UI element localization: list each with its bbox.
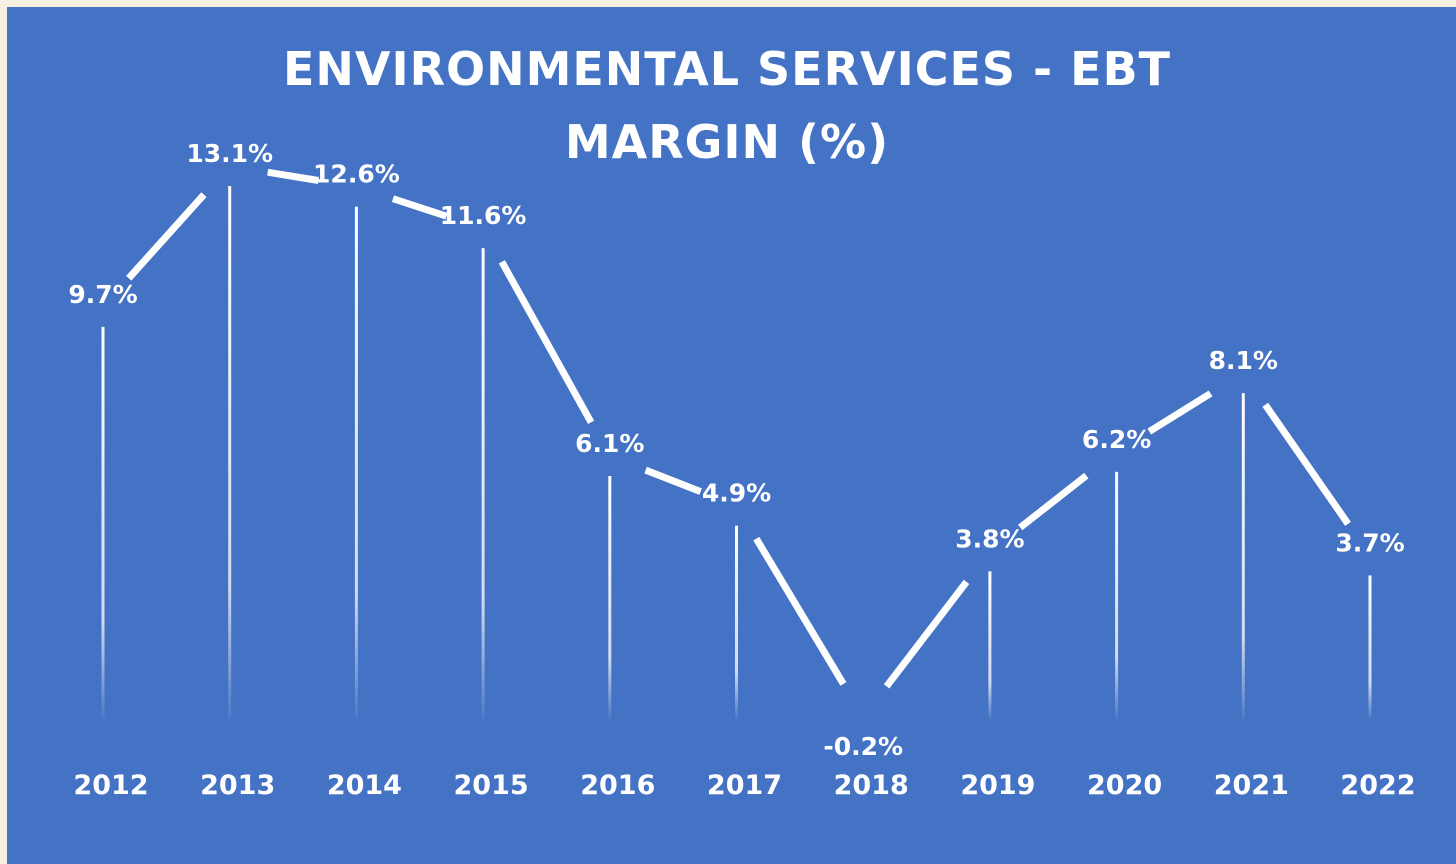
x-tick-label-2017: 2017 — [707, 770, 782, 801]
drop-lines — [101, 186, 1372, 719]
drop-line-2013 — [228, 186, 232, 719]
line-segment-2018-2019 — [883, 579, 970, 689]
drop-line-2019 — [988, 571, 992, 719]
drop-line-2015 — [481, 248, 485, 719]
data-label-2015: 11.6% — [440, 201, 527, 230]
data-label-2014: 12.6% — [313, 160, 400, 189]
drop-line-2022 — [1368, 575, 1372, 719]
x-axis-tick-labels: 2012 2013 2014 2015 2016 2017 2018 2019 2020 2021… — [73, 770, 1415, 801]
line-segment-2016-2017 — [644, 466, 702, 495]
x-tick-label-2021: 2021 — [1214, 770, 1289, 801]
x-tick-label-2018: 2018 — [834, 770, 909, 801]
x-tick-label-2012: 2012 — [73, 770, 148, 801]
data-label-2012: 9.7% — [68, 280, 137, 309]
x-tick-label-2014: 2014 — [327, 770, 402, 801]
data-label-2016: 6.1% — [575, 429, 644, 458]
data-labels: 9.7% 13.1% 12.6% 11.6% 6.1% 4.9% -0.2% 3.8% 6.2%… — [68, 139, 1404, 761]
x-tick-label-2013: 2013 — [200, 770, 275, 801]
drop-line-2021 — [1241, 393, 1245, 719]
x-tick-label-2019: 2019 — [960, 770, 1035, 801]
x-tick-label-2022: 2022 — [1340, 770, 1415, 801]
data-label-2020: 6.2% — [1082, 425, 1151, 454]
drop-line-2012 — [101, 326, 105, 719]
chart-area: ENVIRONMENTAL SERVICES - EBT MARGIN (%) … — [7, 7, 1456, 864]
line-segment-2019-2020 — [1018, 472, 1089, 531]
data-label-2022: 3.7% — [1335, 528, 1404, 557]
x-tick-label-2020: 2020 — [1087, 770, 1162, 801]
line-segment-2012-2013 — [126, 192, 207, 281]
data-label-2017: 4.9% — [702, 479, 771, 508]
series-line — [126, 168, 1351, 689]
drop-line-2017 — [735, 525, 738, 719]
line-segment-2021-2022 — [1262, 402, 1351, 526]
x-tick-label-2015: 2015 — [454, 770, 529, 801]
line-segment-2017-2018 — [753, 536, 847, 686]
line-segment-2013-2014 — [267, 168, 319, 184]
data-label-2018: -0.2% — [823, 732, 903, 761]
line-segment-2015-2016 — [498, 260, 595, 425]
data-label-2021: 8.1% — [1209, 346, 1278, 375]
drop-line-2020 — [1115, 471, 1119, 719]
line-chart: ENVIRONMENTAL SERVICES - EBT MARGIN (%) … — [68, 42, 1415, 801]
line-segment-2020-2021 — [1147, 390, 1213, 435]
chart-title-line-1: ENVIRONMENTAL SERVICES - EBT — [283, 42, 1171, 96]
chart-title-line-2: MARGIN (%) — [565, 115, 889, 169]
data-label-2019: 3.8% — [955, 524, 1024, 553]
data-label-2013: 13.1% — [186, 139, 273, 168]
drop-line-2014 — [354, 206, 358, 719]
line-segment-2014-2015 — [391, 195, 448, 220]
x-tick-label-2016: 2016 — [580, 770, 655, 801]
drop-line-2016 — [608, 476, 612, 719]
